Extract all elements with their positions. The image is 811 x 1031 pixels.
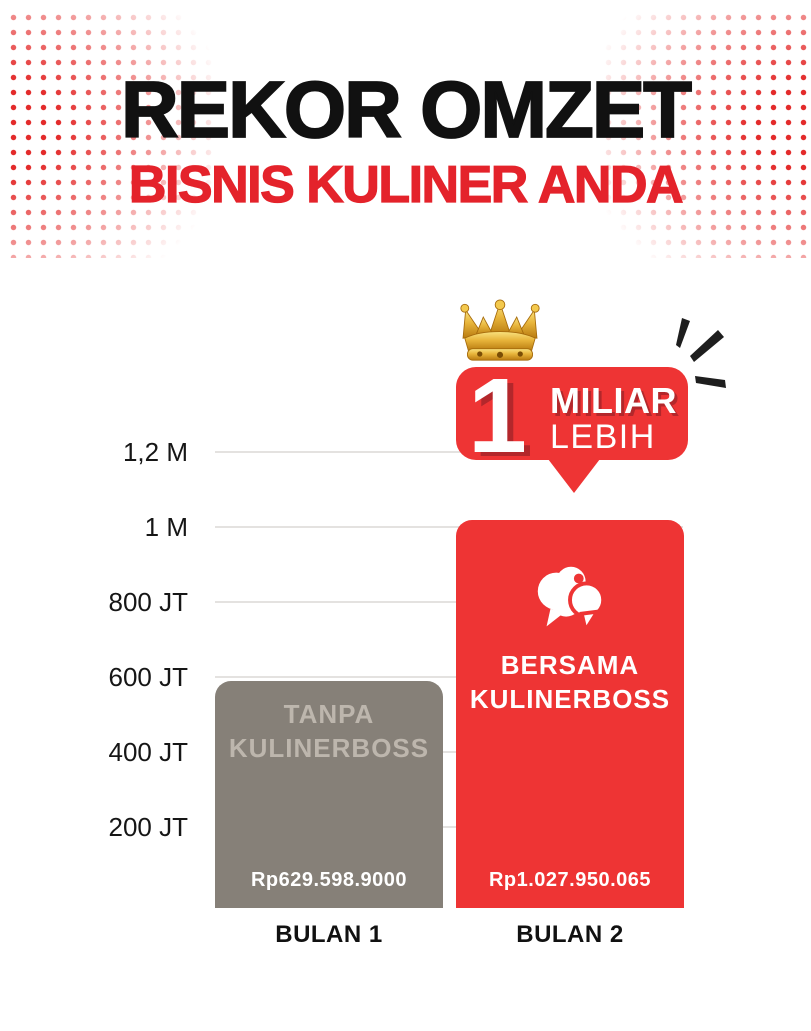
chat-bubbles-icon	[537, 566, 606, 636]
dot-pattern-right-icon	[597, 6, 809, 258]
page-subtitle: BISNIS KULINER ANDA	[128, 156, 684, 214]
dot-pattern-left-icon	[2, 6, 214, 258]
x-axis-label-month-1: BULAN 1	[275, 921, 383, 948]
y-axis-tick: 1 M	[144, 512, 188, 542]
y-axis-tick: 200 JT	[108, 812, 189, 842]
milestone-badge: 1 MILIAR LEBIH	[456, 363, 688, 493]
gridline	[215, 526, 683, 528]
bar-month-1: TANPA KULINERBOSS Rp629.598.9000	[215, 681, 443, 908]
y-axis-tick: 800 JT	[108, 587, 189, 617]
gridline	[215, 451, 683, 453]
y-axis-tick: 600 JT	[108, 662, 189, 692]
bubble-tail-icon	[548, 459, 600, 493]
bar-month-2: BERSAMA KULINERBOSS Rp1.027.950.065	[456, 520, 684, 908]
page-title: REKOR OMZET	[120, 65, 693, 154]
gridline	[215, 826, 683, 828]
crown-icon	[460, 299, 540, 361]
badge-word-top: MILIAR	[550, 380, 677, 421]
x-axis-label-month-2: BULAN 2	[516, 921, 624, 948]
y-axis-tick: 400 JT	[108, 737, 189, 767]
gridline	[215, 601, 683, 603]
badge-word-bottom: LEBIH	[550, 418, 656, 456]
bar-month-2-label: BERSAMA KULINERBOSS	[469, 650, 671, 714]
emphasis-marks-icon	[676, 318, 726, 388]
gridline	[215, 751, 683, 753]
bar-month-2-value: Rp1.027.950.065	[488, 869, 652, 891]
gridline	[215, 676, 683, 678]
y-axis-tick: 1,2 M	[122, 437, 188, 467]
badge-number: 1	[468, 357, 527, 475]
bar-month-1-label: TANPA KULINERBOSS	[228, 699, 430, 763]
header: REKOR OMZET BISNIS KULINER ANDA	[0, 65, 811, 214]
bar-month-1-value: Rp629.598.9000	[250, 869, 407, 891]
